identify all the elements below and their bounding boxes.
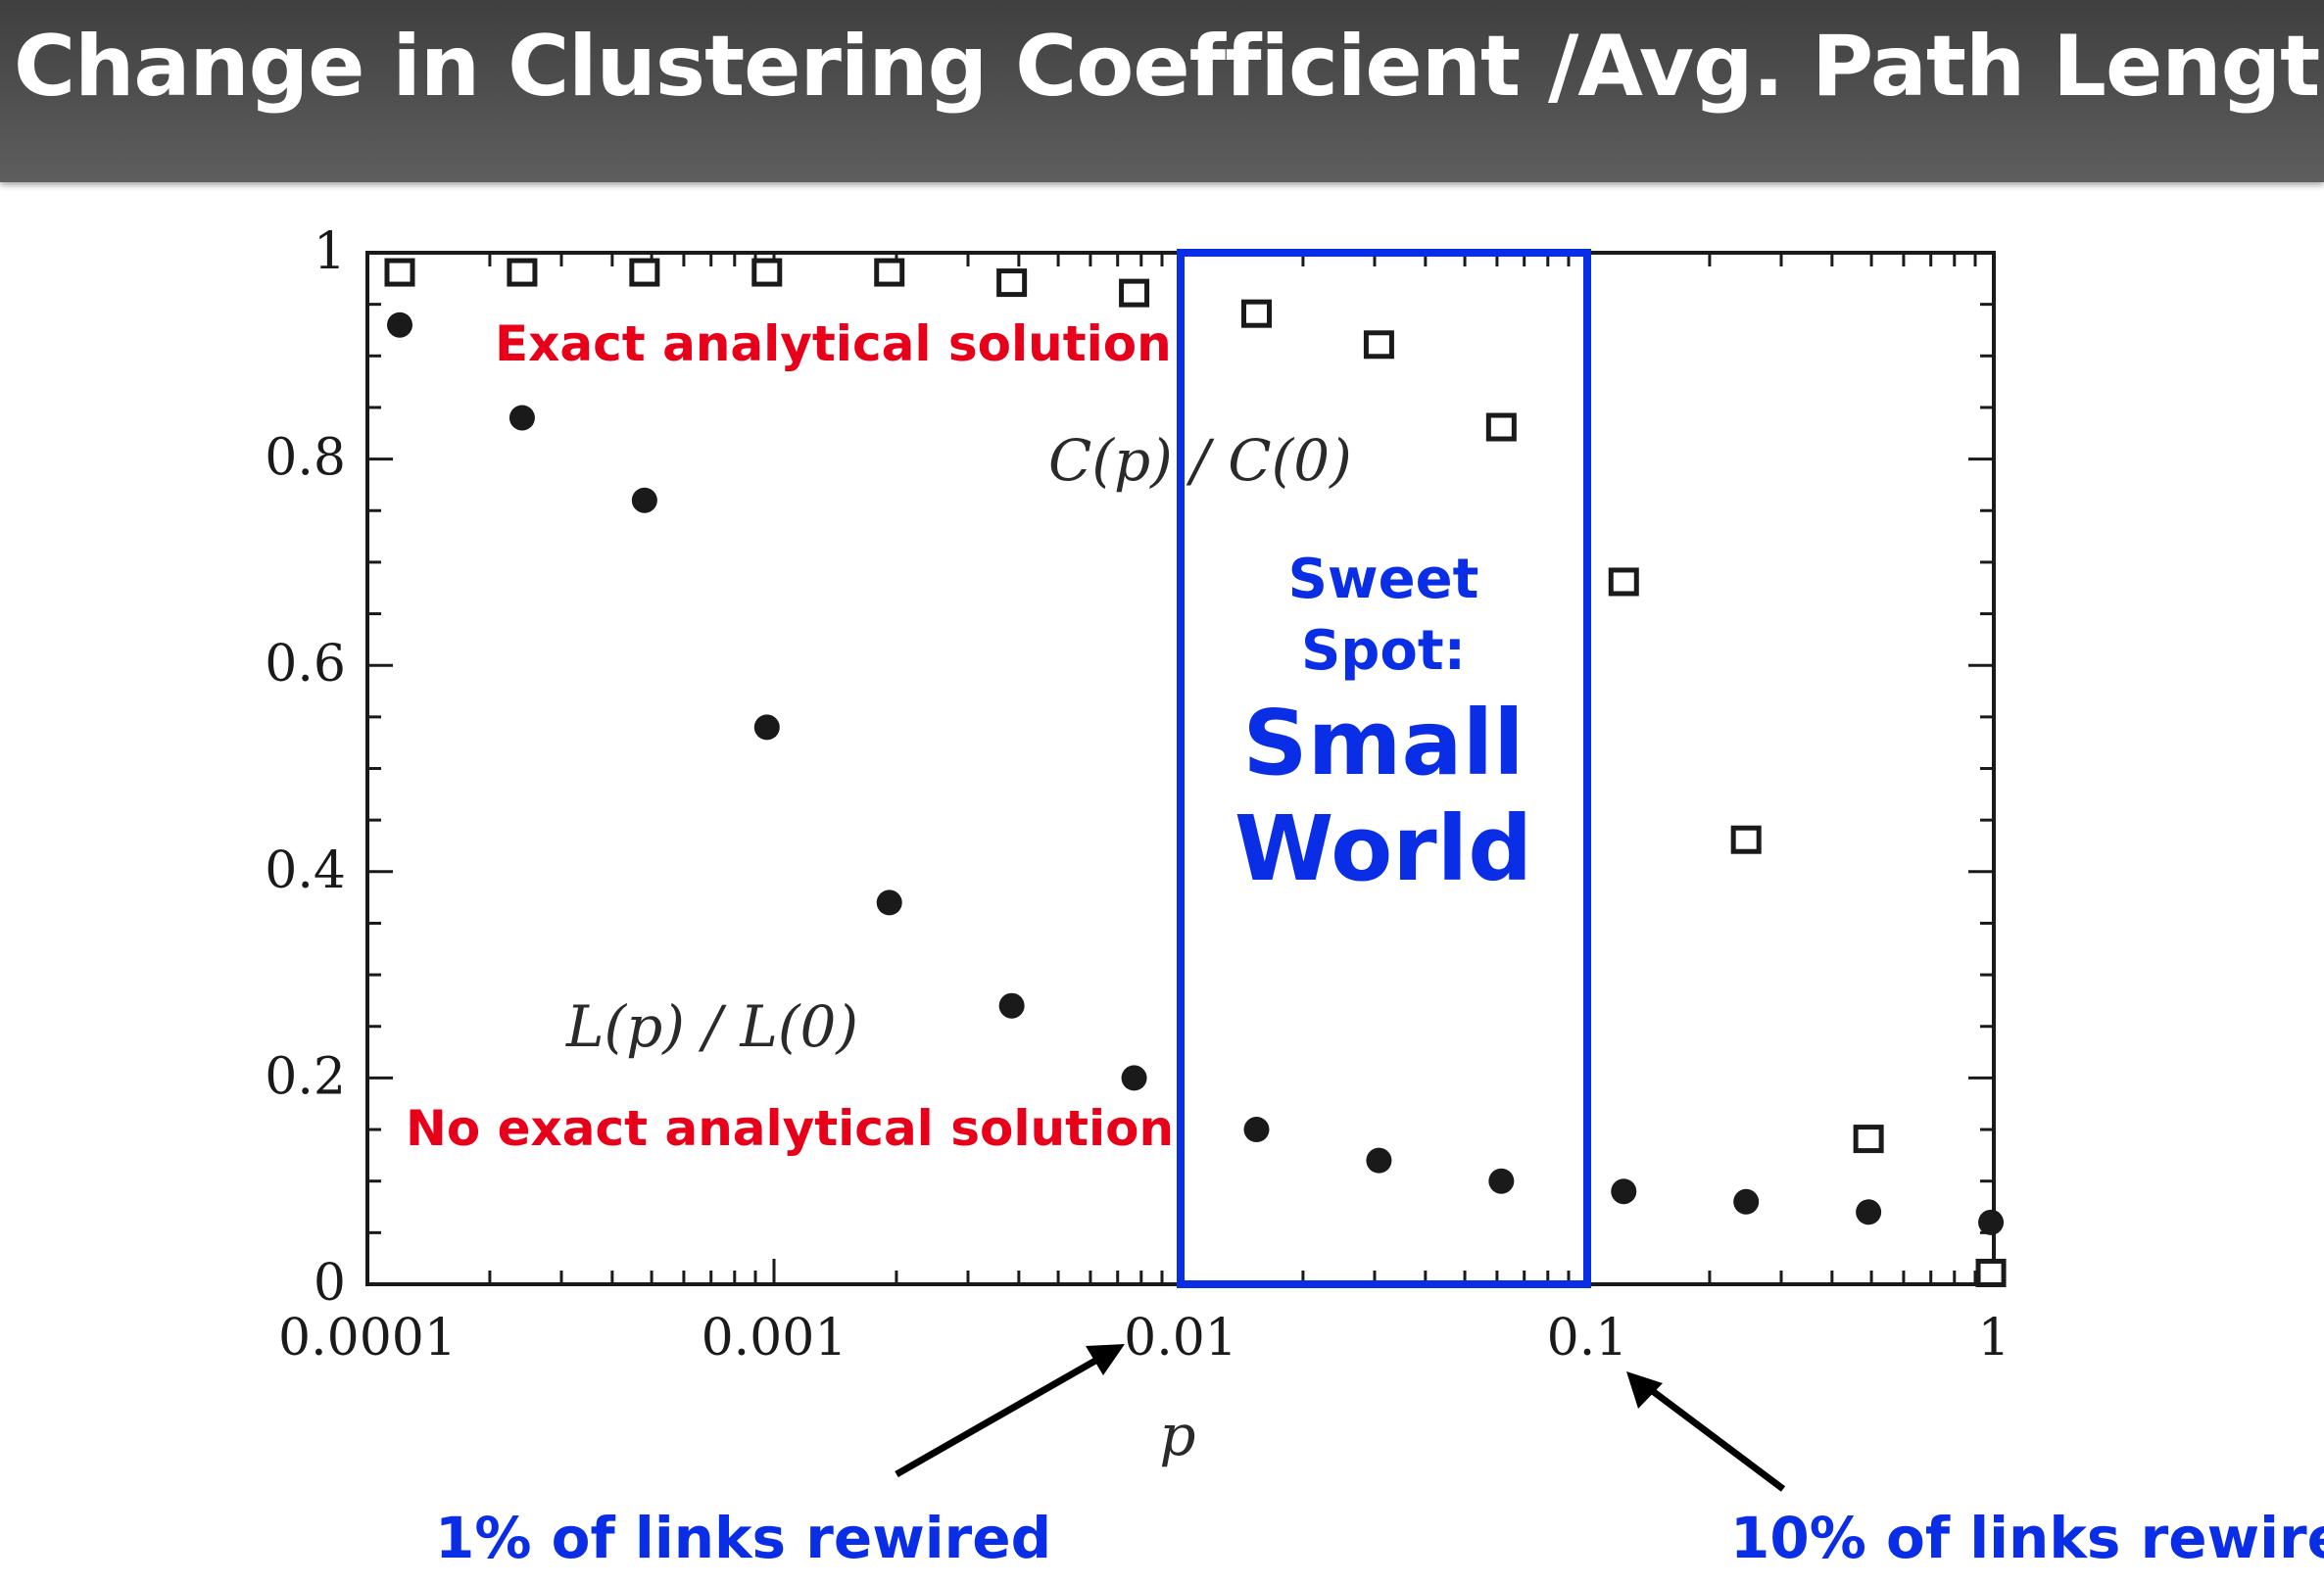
path-length-point bbox=[1733, 1188, 1760, 1215]
path-length-point bbox=[508, 405, 535, 431]
clustering-point bbox=[996, 268, 1028, 298]
no-exact-solution-note: No exact analytical solution bbox=[406, 1100, 1174, 1157]
clustering-point bbox=[1608, 567, 1639, 597]
path-length-point bbox=[753, 714, 780, 741]
page-title: Change in Clustering Coefficient /Avg. P… bbox=[14, 18, 2324, 116]
y-tick-label: 0.4 bbox=[265, 841, 346, 900]
clustering-point bbox=[1730, 825, 1762, 854]
path-length-series-label: L(p) / L(0) bbox=[565, 993, 858, 1060]
path-length-point bbox=[1243, 1117, 1270, 1143]
arrow-one-percent bbox=[895, 1344, 1125, 1478]
clustering-point bbox=[384, 258, 415, 287]
sweet-spot-box bbox=[1177, 249, 1591, 1288]
x-tick-label: 0.001 bbox=[702, 1309, 847, 1368]
sweet-spot-label-2: Spot: bbox=[1301, 619, 1466, 683]
tick-labels: 0.0001 0.001 0.01 0.1 1 0 0.2 0.4 0.6 0.8 1 bbox=[265, 222, 2009, 1368]
y-tick-label: 0.6 bbox=[265, 635, 346, 694]
sweet-spot-label-1: Sweet bbox=[1288, 548, 1479, 611]
path-length-point bbox=[387, 312, 412, 338]
clustering-point bbox=[507, 258, 538, 287]
clustering-point bbox=[1853, 1125, 1884, 1154]
x-tick-label: 0.01 bbox=[1124, 1309, 1237, 1368]
path-length-point bbox=[1611, 1178, 1637, 1205]
path-length-point bbox=[1121, 1065, 1147, 1091]
clustering-point bbox=[629, 258, 660, 287]
x-tick-label: 0.0001 bbox=[278, 1309, 457, 1368]
x-tick-label: 0.1 bbox=[1547, 1309, 1628, 1368]
path-length-point bbox=[998, 992, 1025, 1019]
x-tick-label: 1 bbox=[1977, 1309, 2009, 1368]
clustering-point bbox=[1975, 1258, 2007, 1287]
title-bar: Change in Clustering Coefficient /Avg. P… bbox=[0, 0, 2324, 182]
clustering-point bbox=[1240, 299, 1272, 328]
clustering-point bbox=[751, 258, 783, 287]
path-length-point bbox=[1978, 1209, 2005, 1235]
ten-percent-note: 10% of links rewired bbox=[1730, 1505, 2324, 1571]
clustering-point bbox=[1485, 412, 1517, 442]
path-length-point bbox=[1488, 1168, 1515, 1194]
y-tick-label: 0.8 bbox=[265, 429, 346, 488]
x-axis-label: p bbox=[1159, 1402, 1195, 1468]
path-length-point bbox=[876, 889, 902, 916]
clustering-point bbox=[874, 258, 905, 287]
y-tick-label: 0 bbox=[314, 1254, 346, 1313]
one-percent-note: 1% of links rewired bbox=[435, 1505, 1051, 1571]
data-points bbox=[384, 258, 2007, 1287]
clustering-point bbox=[1119, 278, 1150, 308]
small-world-label-1: Small bbox=[1242, 691, 1524, 795]
exact-solution-note: Exact analytical solution bbox=[495, 315, 1172, 372]
path-length-point bbox=[631, 487, 657, 513]
small-world-label-2: World bbox=[1235, 796, 1532, 901]
y-tick-label: 1 bbox=[314, 222, 346, 281]
path-length-point bbox=[1366, 1147, 1392, 1174]
arrow-ten-percent bbox=[1626, 1371, 1786, 1492]
clustering-point bbox=[1363, 330, 1394, 360]
y-tick-label: 0.2 bbox=[265, 1047, 346, 1106]
path-length-point bbox=[1856, 1199, 1882, 1225]
clustering-series-label: C(p) / C(0) bbox=[1048, 427, 1352, 494]
